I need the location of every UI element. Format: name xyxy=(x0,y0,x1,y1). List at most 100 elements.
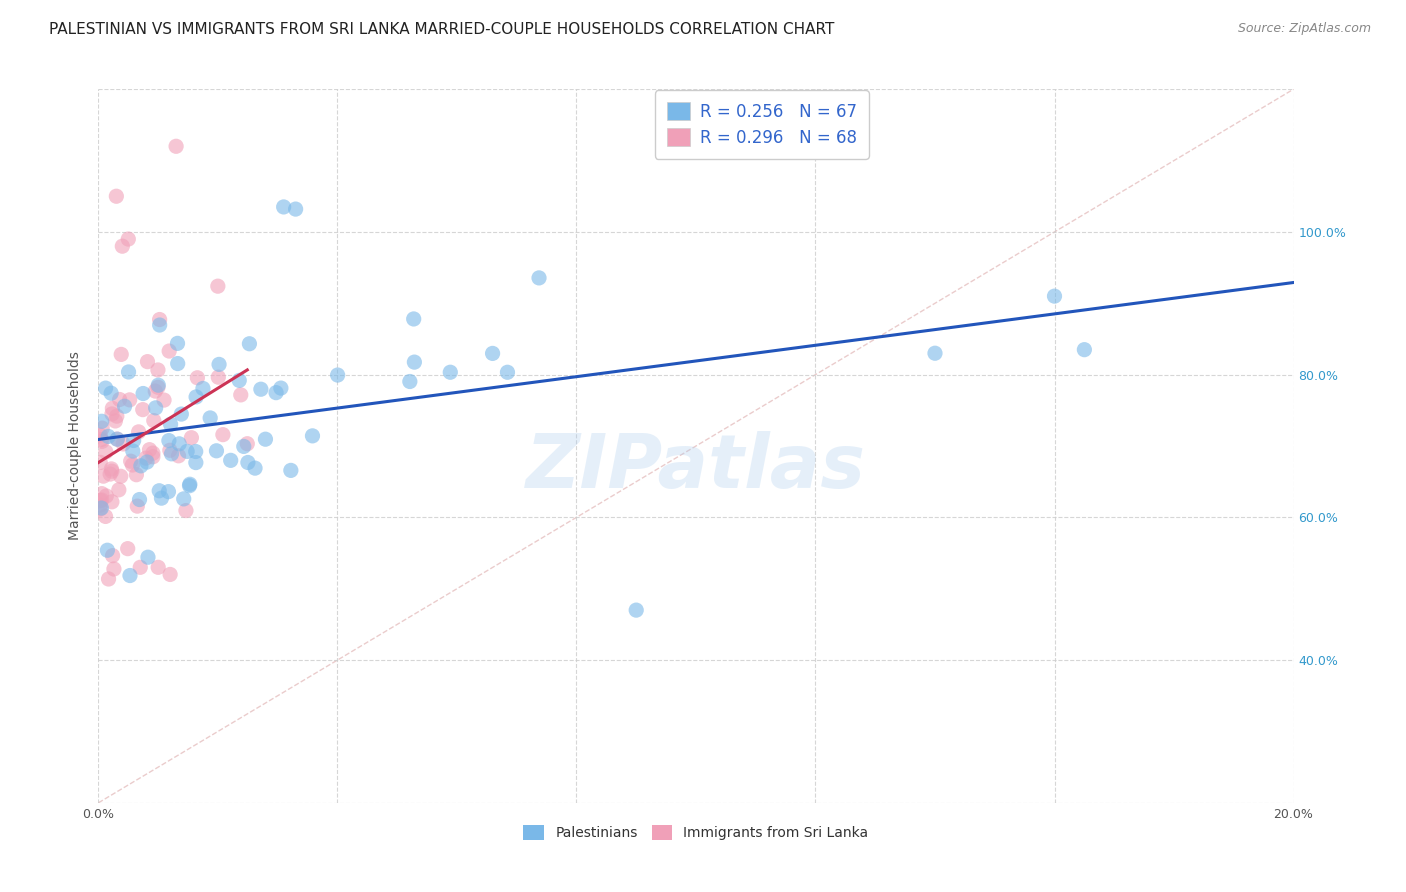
Point xyxy=(120,454,142,468)
Point xyxy=(166,357,188,371)
Point xyxy=(280,463,302,477)
Point xyxy=(101,401,124,416)
Point xyxy=(105,432,128,446)
Point xyxy=(125,467,148,482)
Text: Source: ZipAtlas.com: Source: ZipAtlas.com xyxy=(1237,22,1371,36)
Point xyxy=(142,446,165,460)
Point xyxy=(89,428,111,442)
Point xyxy=(117,541,139,556)
Point xyxy=(184,390,207,404)
Point xyxy=(121,458,143,472)
Point xyxy=(228,373,250,387)
Point xyxy=(184,444,207,458)
Point xyxy=(91,434,114,449)
Point xyxy=(207,279,229,293)
Point xyxy=(232,439,254,453)
Point xyxy=(270,381,292,395)
Point xyxy=(159,443,181,458)
Point xyxy=(527,271,550,285)
Point xyxy=(128,492,150,507)
Point xyxy=(1043,289,1066,303)
Point xyxy=(96,489,118,503)
Point xyxy=(90,501,112,516)
Point xyxy=(173,491,195,506)
Point xyxy=(89,502,111,516)
Point xyxy=(404,355,426,369)
Point xyxy=(132,386,155,401)
Text: PALESTINIAN VS IMMIGRANTS FROM SRI LANKA MARRIED-COUPLE HOUSEHOLDS CORRELATION C: PALESTINIAN VS IMMIGRANTS FROM SRI LANKA… xyxy=(49,22,835,37)
Point xyxy=(128,425,150,439)
Point xyxy=(148,378,170,392)
Point xyxy=(402,312,425,326)
Point xyxy=(264,385,287,400)
Point xyxy=(180,431,202,445)
Point xyxy=(184,456,207,470)
Point xyxy=(149,312,172,326)
Point xyxy=(111,239,134,253)
Point xyxy=(148,483,170,498)
Point xyxy=(626,603,648,617)
Point xyxy=(157,344,180,359)
Point xyxy=(924,346,946,360)
Point xyxy=(153,393,176,408)
Point xyxy=(94,445,117,459)
Point xyxy=(142,450,165,464)
Point xyxy=(118,392,141,407)
Point xyxy=(89,493,111,508)
Point xyxy=(1073,343,1095,357)
Point xyxy=(212,427,235,442)
Point xyxy=(179,477,201,491)
Point xyxy=(398,375,420,389)
Point xyxy=(93,469,115,483)
Point xyxy=(301,429,323,443)
Point xyxy=(91,421,114,435)
Point xyxy=(205,443,228,458)
Point xyxy=(90,493,112,508)
Point xyxy=(89,455,111,469)
Point xyxy=(165,139,187,153)
Point xyxy=(97,429,120,443)
Point xyxy=(110,347,132,361)
Point xyxy=(90,414,112,428)
Point xyxy=(149,318,172,332)
Point xyxy=(159,417,181,432)
Legend: Palestinians, Immigrants from Sri Lanka: Palestinians, Immigrants from Sri Lanka xyxy=(517,820,875,846)
Point xyxy=(229,388,252,402)
Point xyxy=(129,560,152,574)
Point xyxy=(157,484,180,499)
Point xyxy=(176,444,198,458)
Point xyxy=(243,461,266,475)
Point xyxy=(219,453,242,467)
Point xyxy=(136,354,159,368)
Point xyxy=(101,495,124,509)
Point xyxy=(105,189,128,203)
Point xyxy=(146,363,169,377)
Point xyxy=(208,358,231,372)
Point xyxy=(90,486,112,500)
Point xyxy=(157,434,180,448)
Point xyxy=(136,550,159,565)
Point xyxy=(136,455,159,469)
Point xyxy=(250,382,273,396)
Point xyxy=(143,384,166,398)
Point xyxy=(94,381,117,395)
Point xyxy=(110,469,132,483)
Point xyxy=(89,498,111,512)
Point xyxy=(135,451,157,466)
Point xyxy=(166,336,188,351)
Point xyxy=(191,381,214,395)
Point xyxy=(105,432,128,446)
Point xyxy=(170,407,193,421)
Point xyxy=(90,433,112,447)
Point xyxy=(104,414,127,428)
Point xyxy=(98,467,121,481)
Point xyxy=(101,464,124,478)
Point xyxy=(238,336,260,351)
Point xyxy=(108,392,131,407)
Point xyxy=(114,399,136,413)
Point xyxy=(105,409,128,424)
Point xyxy=(273,200,295,214)
Point xyxy=(127,499,149,513)
Point xyxy=(100,462,122,476)
Point xyxy=(179,479,201,493)
